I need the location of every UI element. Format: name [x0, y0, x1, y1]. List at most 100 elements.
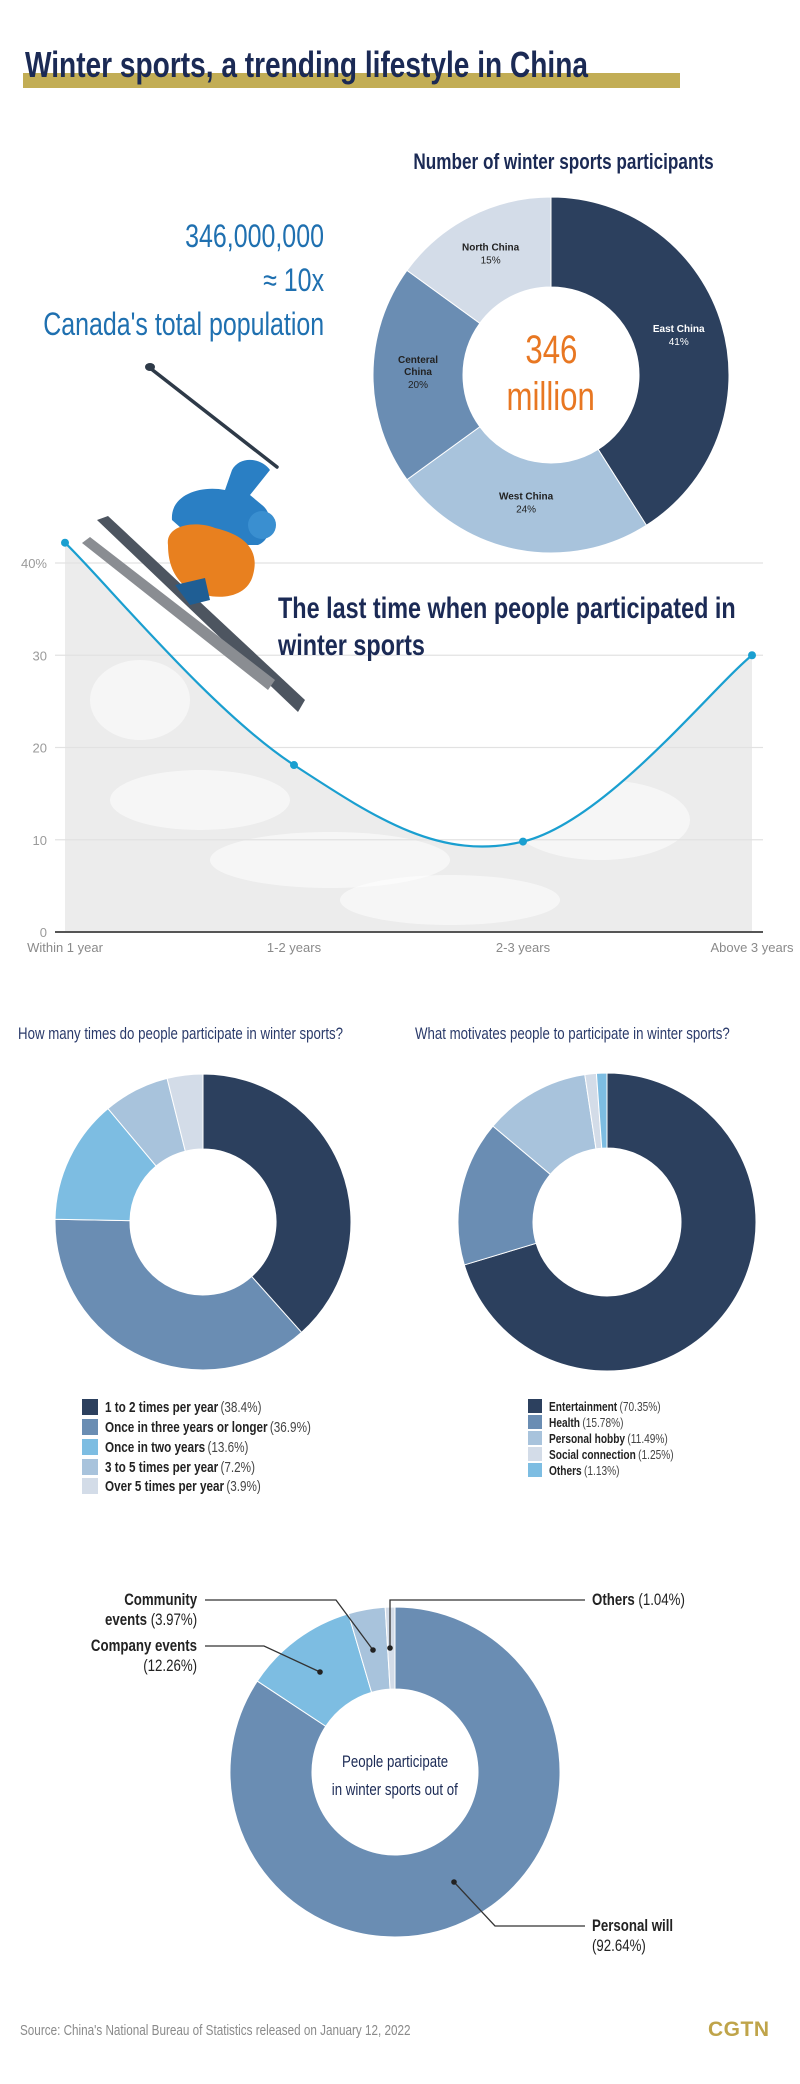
y-tick-label: 10	[33, 833, 47, 848]
legend-swatch	[82, 1399, 98, 1415]
center-number-text: 346	[524, 328, 578, 372]
legend-swatch	[82, 1459, 98, 1475]
legend-label: Social connection	[549, 1446, 636, 1462]
leader-line-community	[205, 1599, 374, 1651]
legend-item: Entertainment (70.35%)	[528, 1397, 692, 1415]
callout-personal-label: Personal will	[592, 1916, 674, 1935]
participants-chart-title-text: Number of winter sports participants	[413, 149, 714, 174]
y-tick-label: 20	[33, 741, 47, 756]
callout-others-value: (1.04%)	[638, 1590, 685, 1609]
slice-label: North China 15%	[462, 242, 520, 266]
legend-item: Social connection (1.25%)	[528, 1445, 709, 1463]
legend-swatch	[528, 1399, 542, 1413]
callout-company-value: (12.26%)	[143, 1656, 197, 1675]
x-tick-label: Within 1 year	[27, 940, 104, 955]
slice-label-value: 24%	[516, 505, 536, 516]
legend-swatch	[82, 1439, 98, 1455]
center-line2-text: in winter sports out of	[331, 1780, 459, 1799]
slice-label-name: Centeral	[398, 355, 438, 366]
slice-label-value: 41%	[669, 337, 689, 348]
legend-label: 3 to 5 times per year	[105, 1458, 219, 1476]
hero-number-text: 346,000,000	[185, 218, 324, 254]
participants-slice-0	[550, 196, 730, 526]
callout-community-label2: events	[104, 1610, 147, 1629]
legend-value: (15.78%)	[582, 1414, 624, 1430]
donut-center-number: 346	[491, 328, 611, 373]
snow-spray	[210, 832, 450, 888]
skier-pants	[167, 524, 255, 597]
slice-label-name: North China	[462, 242, 520, 253]
slice-label: East China 41%	[653, 324, 705, 348]
cgtn-logo: CGTN	[708, 2018, 770, 2041]
legend-label: Others	[549, 1462, 582, 1478]
legend-swatch	[528, 1447, 542, 1461]
source-text: Source: China's National Bureau of Stati…	[20, 2022, 411, 2039]
ski-pole-icon	[148, 366, 279, 469]
data-point	[61, 538, 69, 547]
leader-dot	[370, 1647, 376, 1653]
legend-swatch	[82, 1419, 98, 1435]
skier-boot	[175, 578, 210, 605]
snow-spray	[510, 780, 690, 860]
data-point	[748, 651, 756, 660]
legend-item: Others (1.13%)	[528, 1461, 639, 1479]
legend-value: (3.9%)	[226, 1477, 261, 1495]
legend-label: Personal hobby	[549, 1430, 626, 1446]
legend-item: Personal hobby (11.49%)	[528, 1429, 701, 1447]
legend-item: Over 5 times per year (3.9%)	[82, 1477, 305, 1495]
frequency-slice-1	[54, 1218, 303, 1371]
legend-value: (36.9%)	[269, 1418, 311, 1436]
legend-value: (1.25%)	[638, 1446, 674, 1462]
x-tick-label: Above 3 years	[710, 940, 794, 955]
skier-illustration	[82, 363, 305, 712]
legend-swatch	[528, 1431, 542, 1445]
callout-community: Community events (3.97%)	[79, 1590, 197, 1630]
slice-label-value: 20%	[408, 380, 428, 391]
legend-value: (11.49%)	[627, 1430, 668, 1446]
frequency-chart-title-text: How many times do people participate in …	[18, 1024, 344, 1043]
motivation-slice-0	[463, 1072, 757, 1372]
hero-approx: ≈ 10x	[246, 262, 324, 299]
x-tick-label: 2-3 years	[496, 940, 551, 955]
skier-helmet	[248, 511, 276, 539]
leader-line-others	[389, 1599, 585, 1648]
legend-label: Once in three years or longer	[105, 1418, 268, 1436]
snow-spray	[340, 875, 560, 925]
callout-others: Others (1.04%)	[592, 1590, 711, 1610]
slice-label: West China 24%	[499, 492, 554, 516]
slice-label-value: 15%	[481, 255, 501, 266]
donut-center-unit: million	[491, 375, 611, 420]
page-title-text: Winter sports, a trending lifestyle in C…	[25, 44, 588, 85]
legend-label: Health	[549, 1414, 580, 1430]
slice-label: Centeral China 20%	[398, 355, 438, 391]
data-point	[519, 837, 527, 846]
line-chart-title: The last time when people participated i…	[278, 590, 800, 664]
frequency-slice-4	[166, 1073, 204, 1152]
callout-community-value: (3.97%)	[150, 1610, 197, 1629]
leader-dot	[451, 1879, 457, 1885]
pole-grip	[145, 363, 155, 371]
hero-comparison-text: Canada's total population	[43, 306, 324, 342]
legend-item: Once in three years or longer (36.9%)	[82, 1418, 369, 1436]
snow-spray	[90, 660, 190, 740]
legend-swatch	[528, 1463, 542, 1477]
legend-swatch	[528, 1415, 542, 1429]
legend-value: (1.13%)	[584, 1462, 620, 1478]
legend-item: Health (15.78%)	[528, 1413, 644, 1431]
ski	[82, 537, 275, 690]
legend-item: 3 to 5 times per year (7.2%)	[82, 1458, 297, 1476]
leader-line-personal	[453, 1881, 585, 1927]
donut-center-line1: People participate	[305, 1752, 485, 1772]
legend-label: Entertainment	[549, 1398, 618, 1414]
frequency-slice-0	[202, 1073, 352, 1334]
source-of-participation-slice-0	[229, 1606, 561, 1938]
callout-company-label: Company events	[90, 1636, 197, 1655]
center-line1-text: People participate	[341, 1752, 449, 1771]
y-tick-label: 40%	[21, 556, 47, 571]
line-chart-title-text: The last time when people participated i…	[278, 592, 736, 662]
legend-value: (13.6%)	[207, 1438, 249, 1456]
participants-slice-3	[406, 196, 552, 324]
motivation-slice-4	[595, 1072, 608, 1149]
